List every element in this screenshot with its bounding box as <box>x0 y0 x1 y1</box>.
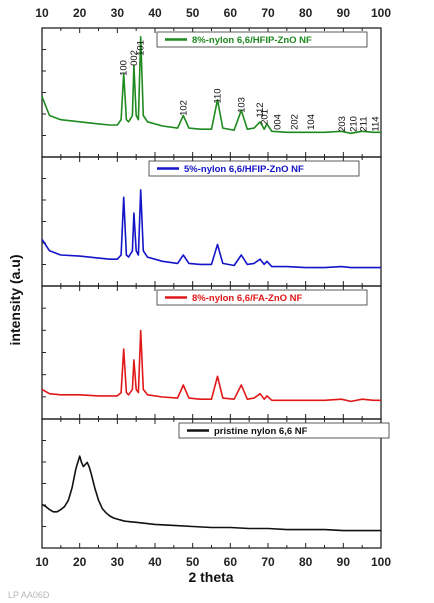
miller-index-label: 112 <box>255 102 266 117</box>
legend-box <box>156 31 368 48</box>
legend-label: 8%-nylon 6,6/FA-ZnO NF <box>192 293 303 304</box>
legend-box <box>178 422 390 439</box>
miller-index-label: 103 <box>236 97 247 113</box>
bottom-axis-tick-labels: 10 20 30 40 50 60 70 80 90 100 <box>35 555 391 569</box>
legend-box <box>148 160 360 177</box>
top-tick-label: 40 <box>148 6 162 20</box>
top-tick-label: 20 <box>73 6 87 20</box>
miller-index-label: 202 <box>289 114 300 130</box>
bottom-tick-label: 40 <box>148 555 162 569</box>
top-tick-label: 100 <box>371 6 391 20</box>
miller-index-label: 104 <box>306 114 317 130</box>
miller-index-label: 210 <box>349 116 360 132</box>
panel-2: 5%-nylon 6,6/HFIP-ZnO NF <box>41 156 382 287</box>
series-line <box>41 36 381 135</box>
bottom-tick-label: 20 <box>73 555 87 569</box>
miller-index-label: 004 <box>272 114 283 130</box>
bottom-tick-label: 90 <box>337 555 351 569</box>
legend-box <box>156 289 368 306</box>
legend-label: pristine nylon 6,6 NF <box>214 426 308 437</box>
legend: 8%-nylon 6,6/FA-ZnO NF <box>156 289 368 306</box>
miller-index-label: 002 <box>129 50 140 66</box>
miller-index-label: 100 <box>119 60 130 76</box>
panel-1: 8%-nylon 6,6/HFIP-ZnO NF <box>41 27 382 158</box>
miller-index-label: 114 <box>371 116 382 131</box>
miller-index-label: 211 <box>358 116 369 131</box>
bottom-tick-label: 100 <box>371 555 391 569</box>
legend: pristine nylon 6,6 NF <box>178 422 390 439</box>
top-tick-label: 60 <box>224 6 238 20</box>
miller-index-label: 101 <box>136 40 147 56</box>
miller-index-label: 110 <box>213 88 224 103</box>
series-line <box>41 189 381 269</box>
legend-label: 8%-nylon 6,6/HFIP-ZnO NF <box>192 35 312 46</box>
y-axis-title: intensity (a.u) <box>7 254 23 345</box>
top-tick-label: 70 <box>261 6 275 20</box>
legend-label: 5%-nylon 6,6/HFIP-ZnO NF <box>184 164 304 175</box>
top-tick-label: 30 <box>111 6 125 20</box>
bottom-tick-label: 80 <box>299 555 313 569</box>
panel-3: 8%-nylon 6,6/FA-ZnO NF <box>41 285 382 420</box>
bottom-tick-label: 70 <box>261 555 275 569</box>
legend: 5%-nylon 6,6/HFIP-ZnO NF <box>148 160 360 177</box>
bottom-tick-label: 10 <box>35 555 49 569</box>
panel-4: pristine nylon 6,6 NF <box>41 418 390 549</box>
miller-index-label: 203 <box>337 116 348 132</box>
top-tick-label: 50 <box>186 6 200 20</box>
bottom-tick-label: 30 <box>111 555 125 569</box>
top-axis-tick-labels: 10 20 30 40 50 60 70 80 90 100 <box>35 6 391 20</box>
top-tick-label: 90 <box>337 6 351 20</box>
stacked-panels: 8%-nylon 6,6/HFIP-ZnO NF 5%-nylon 6,6/HFI… <box>41 27 390 549</box>
miller-index-label: 201 <box>260 109 271 125</box>
bottom-tick-label: 60 <box>224 555 238 569</box>
series-line <box>41 329 381 403</box>
legend: 8%-nylon 6,6/HFIP-ZnO NF <box>156 31 368 48</box>
top-tick-label: 80 <box>299 6 313 20</box>
watermark: LP AA06D <box>8 590 50 600</box>
top-tick-label: 10 <box>35 6 49 20</box>
x-axis-title: 2 theta <box>188 569 233 585</box>
bottom-tick-label: 50 <box>186 555 200 569</box>
series-line <box>41 455 381 532</box>
miller-index-label: 102 <box>178 100 189 116</box>
